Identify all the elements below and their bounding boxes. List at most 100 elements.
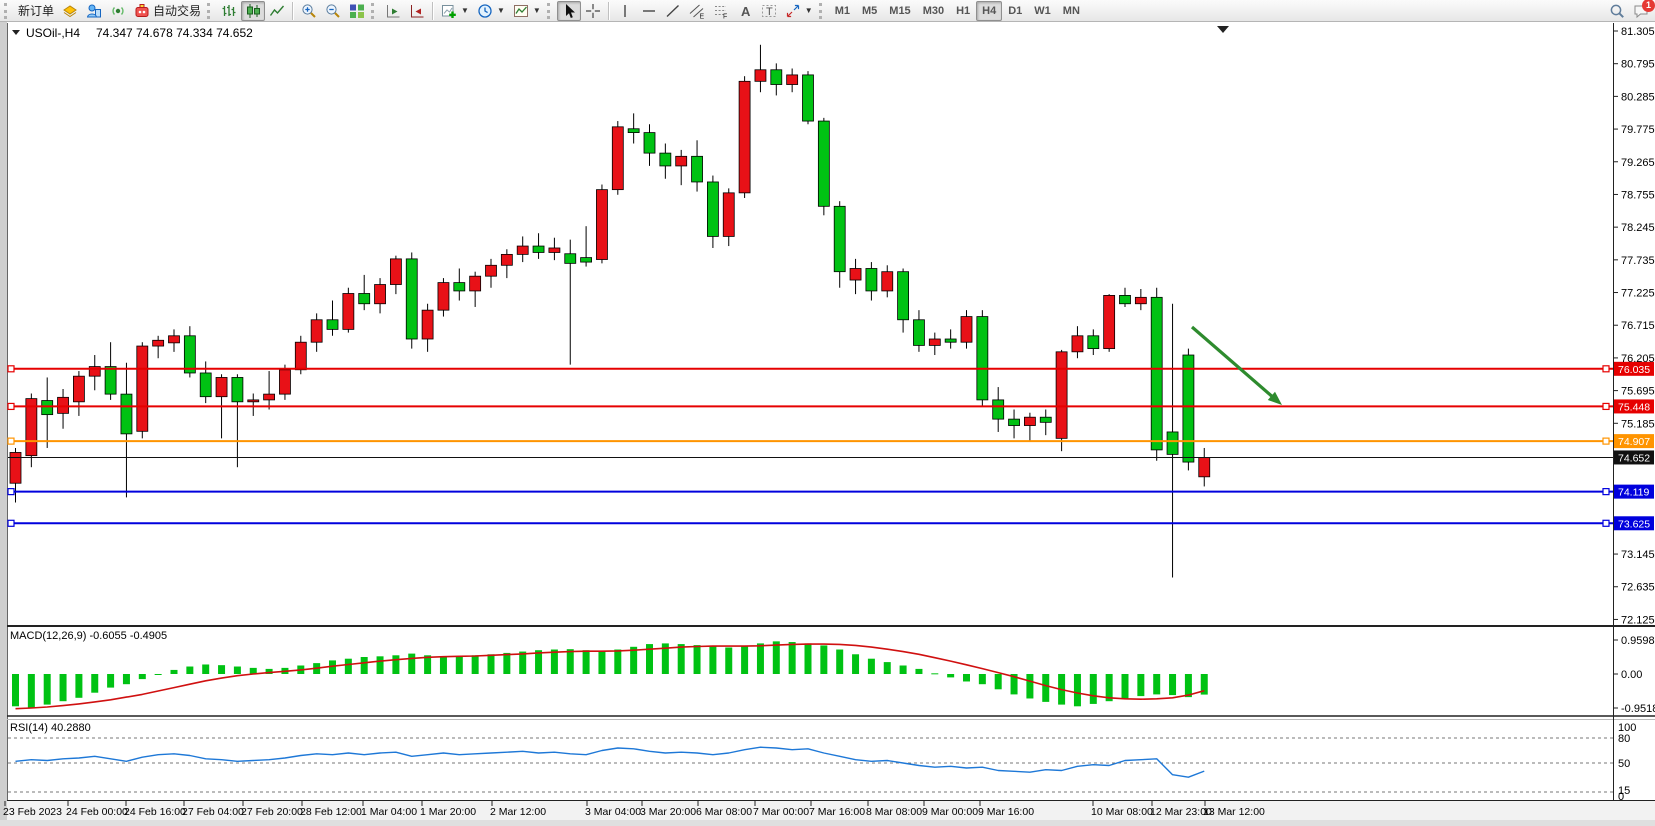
line-anchor-handle[interactable] (1602, 402, 1610, 411)
timeframe-button-m15[interactable]: M15 (889, 4, 911, 17)
time-tick-label: 10 Mar 08:00 (1091, 806, 1153, 818)
auto-scroll-button[interactable] (381, 1, 405, 21)
bearish-candle (643, 132, 656, 154)
toolbar-grip[interactable] (371, 2, 377, 19)
bearish-candle (865, 268, 878, 292)
trendline-button[interactable] (661, 1, 685, 21)
macd-histogram-bar (725, 647, 733, 674)
line-anchor-handle[interactable] (1602, 519, 1610, 527)
toolbar-grip[interactable] (207, 2, 213, 19)
text-button[interactable]: A (733, 1, 757, 21)
cursor-button[interactable] (556, 0, 581, 21)
price-tick-label: 77.225 (1621, 288, 1655, 300)
price-line-label-box (1614, 434, 1654, 449)
indicators-button[interactable]: ▼ (509, 1, 545, 21)
bullish-candle (279, 369, 291, 395)
toolbar-grip[interactable] (4, 2, 10, 19)
search-button[interactable] (1605, 1, 1629, 21)
hline-object-74.907[interactable]: 74.907 (7, 434, 1654, 449)
period-menu-button[interactable]: ▼ (473, 1, 509, 21)
timeframe-button-m5[interactable]: M5 (862, 4, 878, 17)
bar-chart-type-button[interactable] (217, 1, 241, 21)
line-anchor-handle[interactable] (1602, 437, 1610, 445)
bullish-candle (1071, 335, 1084, 353)
equidistant-channel-button[interactable]: E (685, 1, 709, 21)
hline-object-74.119[interactable]: 74.119 (7, 484, 1654, 499)
svg-text:E: E (699, 13, 704, 19)
bearish-candle (120, 393, 133, 435)
line-anchor-handle[interactable] (7, 519, 15, 527)
signals-button[interactable] (106, 1, 130, 21)
zoom-out-button[interactable] (321, 1, 345, 21)
timeframe-button-h1[interactable]: H1 (956, 4, 971, 17)
vertical-line-button[interactable] (613, 1, 637, 21)
bullish-candle (1024, 416, 1036, 426)
bearish-candle (833, 205, 846, 273)
market-watch-button[interactable] (58, 1, 82, 21)
fibonacci-button[interactable]: F (709, 1, 733, 21)
new-chart-button[interactable]: ▼ (437, 1, 473, 21)
line-anchor-handle[interactable] (7, 402, 15, 411)
autotrading-button[interactable]: 自动交易 (130, 1, 205, 21)
macd-signal-line (15, 643, 1205, 710)
candle-chart-type-button[interactable] (241, 0, 266, 21)
current-price-line[interactable]: 74.652 (8, 450, 1654, 465)
toolbar-grip[interactable] (818, 2, 825, 19)
signal-icon (112, 6, 124, 15)
data-window-button[interactable] (82, 1, 106, 21)
line-anchor-handle[interactable] (7, 488, 15, 496)
dropdown-caret-icon: ▼ (461, 6, 469, 15)
macd-histogram-bar (931, 673, 939, 675)
price-line-label: 74.119 (1618, 487, 1649, 499)
hline-object-73.625[interactable]: 73.625 (7, 516, 1654, 531)
macd-histogram-bar (455, 656, 463, 674)
time-tick-label: 7 Mar 16:00 (809, 806, 865, 818)
chat-button[interactable]: 1 (1629, 0, 1655, 21)
price-tick-label: 79.265 (1621, 157, 1655, 169)
bullish-candle (168, 335, 180, 344)
bearish-candle (1119, 295, 1131, 305)
trend-arrow-object[interactable] (1190, 325, 1282, 405)
hline-object-76.035[interactable]: 76.035 (7, 361, 1654, 376)
bullish-candle (374, 284, 386, 305)
rsi-axis-label: 0 (1618, 791, 1624, 803)
new-order-button[interactable]: 新订单 (14, 1, 58, 21)
timeframe-button-w1[interactable]: W1 (1034, 4, 1051, 17)
price-line-label-box (1614, 361, 1654, 376)
text-label-button[interactable]: T (757, 1, 781, 21)
bullish-candle (849, 268, 862, 281)
chart-shift-marker[interactable] (1217, 26, 1229, 33)
line-chart-type-button[interactable] (265, 1, 289, 21)
bullish-candle (215, 377, 228, 398)
horizontal-line-button[interactable] (637, 1, 661, 21)
toolbar-grip[interactable] (546, 2, 553, 19)
zoom-in-button[interactable] (297, 1, 321, 21)
bullish-candle (469, 275, 482, 292)
horizontal-line-objects[interactable]: 76.035 75.448 74.907 74.119 73.625 74.652 (7, 361, 1654, 531)
macd-histogram-bar (566, 649, 574, 674)
line-chart-icon (269, 5, 285, 16)
crosshair-button[interactable] (581, 1, 605, 21)
line-anchor-handle[interactable] (1602, 365, 1610, 373)
timeframe-button-m30[interactable]: M30 (922, 4, 945, 17)
candlestick-series (9, 44, 1211, 578)
line-anchor-handle[interactable] (7, 365, 15, 373)
macd-histogram-bar (963, 674, 970, 682)
timeframe-button-m1[interactable]: M1 (834, 4, 850, 17)
line-anchor-handle[interactable] (7, 437, 15, 445)
timeframe-button-mn[interactable]: MN (1062, 4, 1080, 17)
chart-shift-button[interactable] (405, 1, 429, 21)
line-anchor-handle[interactable] (1602, 488, 1610, 496)
hline-object-75.448[interactable]: 75.448 (7, 399, 1654, 414)
tile-windows-button[interactable] (345, 1, 369, 21)
timeframe-button-h4[interactable]: H4 (976, 0, 1003, 21)
macd-histogram-bar (915, 668, 923, 674)
time-tick-label: 27 Feb 04:00 (182, 806, 244, 818)
timeframe-button-d1[interactable]: D1 (1008, 4, 1023, 17)
bearish-candle (627, 128, 640, 133)
bearish-candle (770, 69, 783, 85)
macd-histogram-bar (756, 643, 764, 674)
arrows-objects-button[interactable]: ▼ (781, 1, 817, 21)
price-line-label: 73.625 (1618, 518, 1650, 530)
symbol-dropdown-icon[interactable] (12, 30, 20, 35)
